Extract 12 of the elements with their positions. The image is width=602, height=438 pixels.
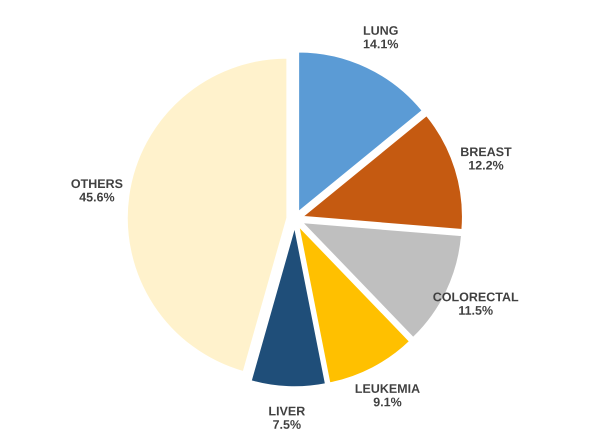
slice-label: LEUKEMIA <box>356 384 420 393</box>
slice-label: BREAST <box>461 147 512 156</box>
data-label: 12.2% <box>469 160 504 170</box>
data-label: 9.1% <box>374 398 402 406</box>
slice-label: COLORECTAL <box>433 292 518 302</box>
data-label: 7.5% <box>273 420 301 429</box>
data-label: 45.6% <box>79 192 114 202</box>
slice-label: OTHERS <box>71 179 122 188</box>
slice-label: LUNG <box>364 26 398 35</box>
data-label: 14.1% <box>364 40 398 48</box>
slice-label: LIVER <box>269 406 305 416</box>
data-label: 11.5% <box>459 306 493 315</box>
